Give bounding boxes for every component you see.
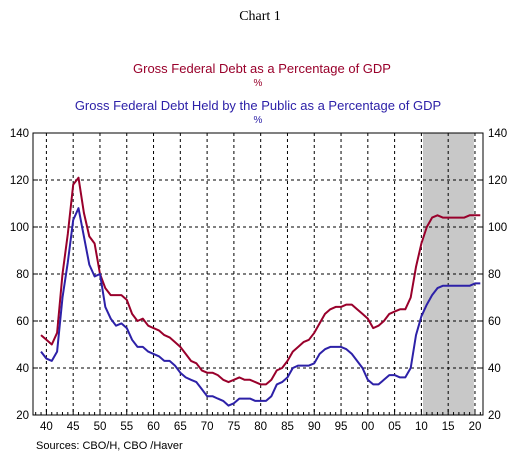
y-tick-label-left: 80 bbox=[16, 269, 29, 281]
plot-area: 20 20 40 40 60 60 80 80 100 100 120 120 140 140 40 45 50… bbox=[10, 128, 507, 433]
y-tick-label-left: 20 bbox=[16, 410, 29, 422]
x-tick-label: 05 bbox=[388, 421, 401, 433]
y-tick-label-left: 60 bbox=[16, 316, 29, 328]
y-tick-label-right: 80 bbox=[488, 269, 501, 281]
y-tick-label-right: 120 bbox=[488, 175, 507, 187]
source-note: Sources: CBO/H, CBO /Haver bbox=[36, 440, 183, 452]
x-tick-label: 10 bbox=[415, 421, 428, 433]
y-tick-label-left: 40 bbox=[16, 363, 29, 375]
x-tick-label: 40 bbox=[40, 421, 53, 433]
x-tick-label: 55 bbox=[120, 421, 133, 433]
y-tick-label-right: 60 bbox=[488, 316, 501, 328]
x-tick-label: 90 bbox=[308, 421, 321, 433]
y-tick-label-right: 40 bbox=[488, 363, 501, 375]
x-tick-label: 70 bbox=[201, 421, 214, 433]
x-tick-label: 95 bbox=[335, 421, 348, 433]
x-tick-label: 00 bbox=[361, 421, 374, 433]
series-2-title: Gross Federal Debt Held by the Public as… bbox=[75, 98, 441, 113]
x-tick-label: 15 bbox=[442, 421, 455, 433]
y-tick-label-right: 140 bbox=[488, 128, 507, 140]
y-tick-label-left: 120 bbox=[10, 175, 29, 187]
series-1-title: Gross Federal Debt as a Percentage of GD… bbox=[133, 61, 391, 76]
x-tick-label: 65 bbox=[174, 421, 187, 433]
x-tick-label: 80 bbox=[254, 421, 267, 433]
chart-title: Chart 1 bbox=[239, 9, 281, 24]
x-tick-label: 20 bbox=[469, 421, 482, 433]
y-tick-label-left: 100 bbox=[10, 222, 29, 234]
x-tick-label: 60 bbox=[147, 421, 160, 433]
x-tick-label: 85 bbox=[281, 421, 294, 433]
x-tick-label: 50 bbox=[94, 421, 107, 433]
series-2-unit: % bbox=[254, 115, 263, 126]
series-line-2 bbox=[40, 207, 481, 407]
x-tick-label: 75 bbox=[227, 421, 240, 433]
series-1-unit: % bbox=[254, 78, 263, 89]
y-tick-label-left: 140 bbox=[10, 128, 29, 140]
y-tick-label-right: 100 bbox=[488, 222, 507, 234]
series-line-1 bbox=[40, 176, 481, 386]
y-tick-label-right: 20 bbox=[488, 410, 501, 422]
x-tick-label: 45 bbox=[67, 421, 80, 433]
